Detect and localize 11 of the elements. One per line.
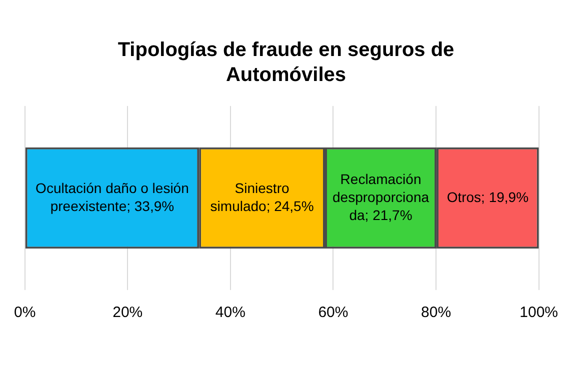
x-tick-label: 0% <box>14 304 36 322</box>
x-tick-label: 60% <box>318 304 348 322</box>
x-tick-label: 100% <box>520 304 558 322</box>
data-label: Ocultación daño o lesión preexistente; 33,9% <box>36 180 189 214</box>
data-label: Otros; 19,9% <box>446 188 529 205</box>
x-tick-label: 20% <box>112 304 143 322</box>
x-tick-label: 80% <box>421 304 452 322</box>
x-tick-label: 40% <box>215 304 246 322</box>
data-label: Siniestro simulado; 24,5% <box>210 180 314 214</box>
chart-title: Tipologías de fraude en seguros de Automóviles <box>116 38 456 88</box>
data-label: Reclamación desproporcionada; 21,7% <box>332 170 430 223</box>
